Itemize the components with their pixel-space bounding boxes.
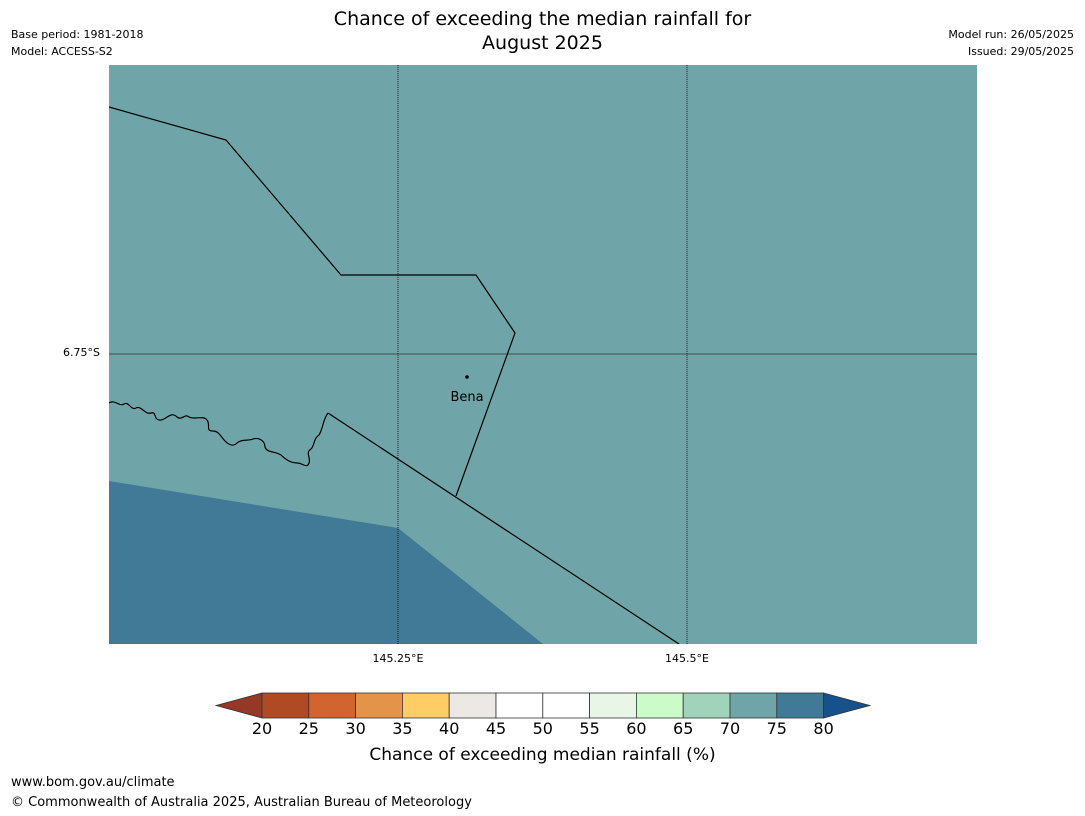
colorbar [215,692,871,719]
colorbar-tick-label: 55 [579,719,600,738]
rainfall-map: Bena [109,65,977,644]
colorbar-bin [495,692,544,719]
meta-right: Model run: 26/05/2025 Issued: 29/05/2025 [948,26,1074,60]
title-line-2: August 2025 [482,32,603,54]
longitude-label-2: 145.5°E [665,652,709,665]
colorbar-bin [635,692,684,719]
bena-marker [465,375,469,379]
colorbar-bin [589,692,637,719]
colorbar-ticks: 20 25 30 35 40 45 50 55 60 65 70 75 80 [0,719,1085,739]
colorbar-tick-label: 80 [813,719,834,738]
colorbar-over-triangle [823,692,871,719]
model-text: Model: ACCESS-S2 [11,45,113,58]
colorbar-tick-label: 45 [485,719,507,738]
colorbar-tick-label: 30 [345,719,366,738]
bena-label: Bena [450,390,483,405]
colorbar-bin [776,692,824,719]
colorbar-tick-label: 60 [626,719,647,738]
colorbar-tick-label: 70 [719,719,741,738]
colorbar-bin [355,692,403,719]
district-boundary-south [327,412,680,644]
district-boundary-north [109,106,516,497]
colorbar-tick-label: 50 [532,719,553,738]
footer-url[interactable]: www.bom.gov.au/climate [11,775,175,790]
model-run-text: Model run: 26/05/2025 [948,28,1074,41]
base-period-text: Base period: 1981-2018 [11,28,144,41]
chart-title: Chance of exceeding the median rainfall … [0,7,1085,55]
colorbar-tick-label: 35 [392,719,413,738]
colorbar-tick-label: 40 [439,719,460,738]
colorbar-bin [542,692,590,719]
river-line [109,401,329,467]
colorbar-bin [308,692,357,719]
colorbar-bin [682,692,731,719]
map-area-high-chance [109,481,543,644]
colorbar-tick-label: 75 [766,719,787,738]
meta-left: Base period: 1981-2018 Model: ACCESS-S2 [11,26,143,60]
colorbar-tick-label: 25 [298,719,319,738]
colorbar-bin [448,692,497,719]
colorbar-tick-label: 65 [673,719,694,738]
issued-text: Issued: 29/05/2025 [967,45,1074,58]
title-line-1: Chance of exceeding the median rainfall … [333,8,752,30]
latitude-label: 6.75°S [63,346,100,359]
longitude-label-1: 145.25°E [372,652,424,665]
footer-copyright: © Commonwealth of Australia 2025, Austra… [11,795,472,810]
colorbar-title: Chance of exceeding median rainfall (%) [369,745,716,765]
colorbar-bin [401,692,450,719]
colorbar-bin [729,692,778,719]
colorbar-under-triangle [215,692,263,719]
colorbar-bin [261,692,310,719]
colorbar-tick-label: 20 [251,719,273,738]
